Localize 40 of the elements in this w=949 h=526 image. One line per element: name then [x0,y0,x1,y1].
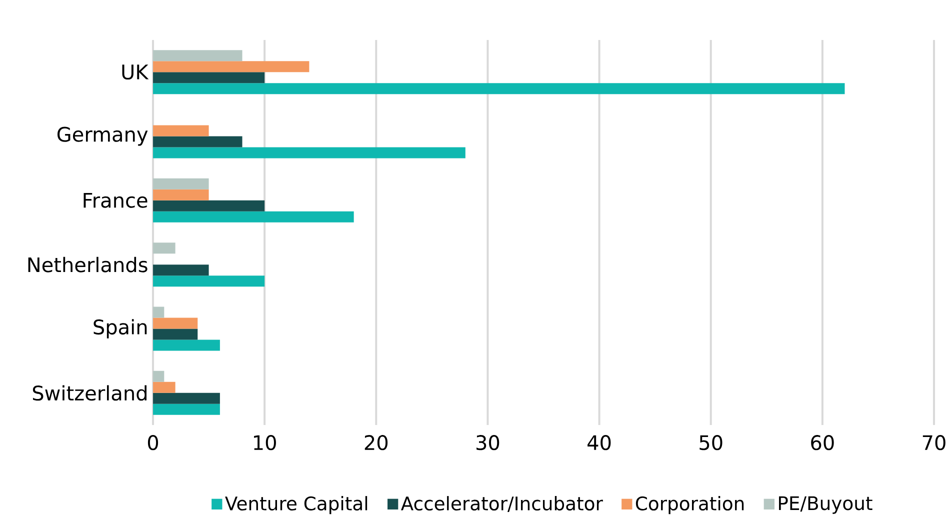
legend-label: Corporation [636,496,744,514]
bar [153,306,164,318]
x-tick-label: 20 [364,435,388,450]
legend-label: PE/Buyout [779,496,872,514]
y-tick-label: Switzerland [32,385,146,401]
bar [153,404,220,415]
y-tick-label: Netherlands [28,256,148,272]
bar [153,61,310,72]
bar [153,189,209,200]
bar [153,318,198,329]
x-tick-label: 0 [148,435,158,450]
bar [153,136,242,148]
bar [153,242,176,254]
bar [153,328,198,340]
bar [153,370,164,382]
bar [153,211,354,222]
y-tick-label: Spain [94,319,147,338]
bar [153,392,220,404]
bar [153,382,176,393]
bar [153,178,209,190]
legend-label: Accelerator/Incubator [400,496,603,512]
y-tick-label: Germany [58,126,148,146]
bar [153,72,265,84]
bar [153,340,220,351]
legend-label: Venture Capital [225,496,368,514]
x-tick-label: 70 [922,435,946,450]
bar [153,125,209,136]
x-tick-label: 40 [588,435,611,450]
x-tick-label: 60 [811,435,834,450]
bar [153,264,209,276]
bar [153,200,265,212]
x-tick-label: 30 [476,435,500,450]
y-tick-label: UK [122,64,149,80]
bar [153,276,265,287]
x-tick-label: 50 [700,435,722,450]
bar [153,147,466,158]
x-tick-label: 10 [254,435,276,450]
bar [153,83,845,94]
y-tick-label: France [84,192,148,208]
bar [153,50,242,62]
